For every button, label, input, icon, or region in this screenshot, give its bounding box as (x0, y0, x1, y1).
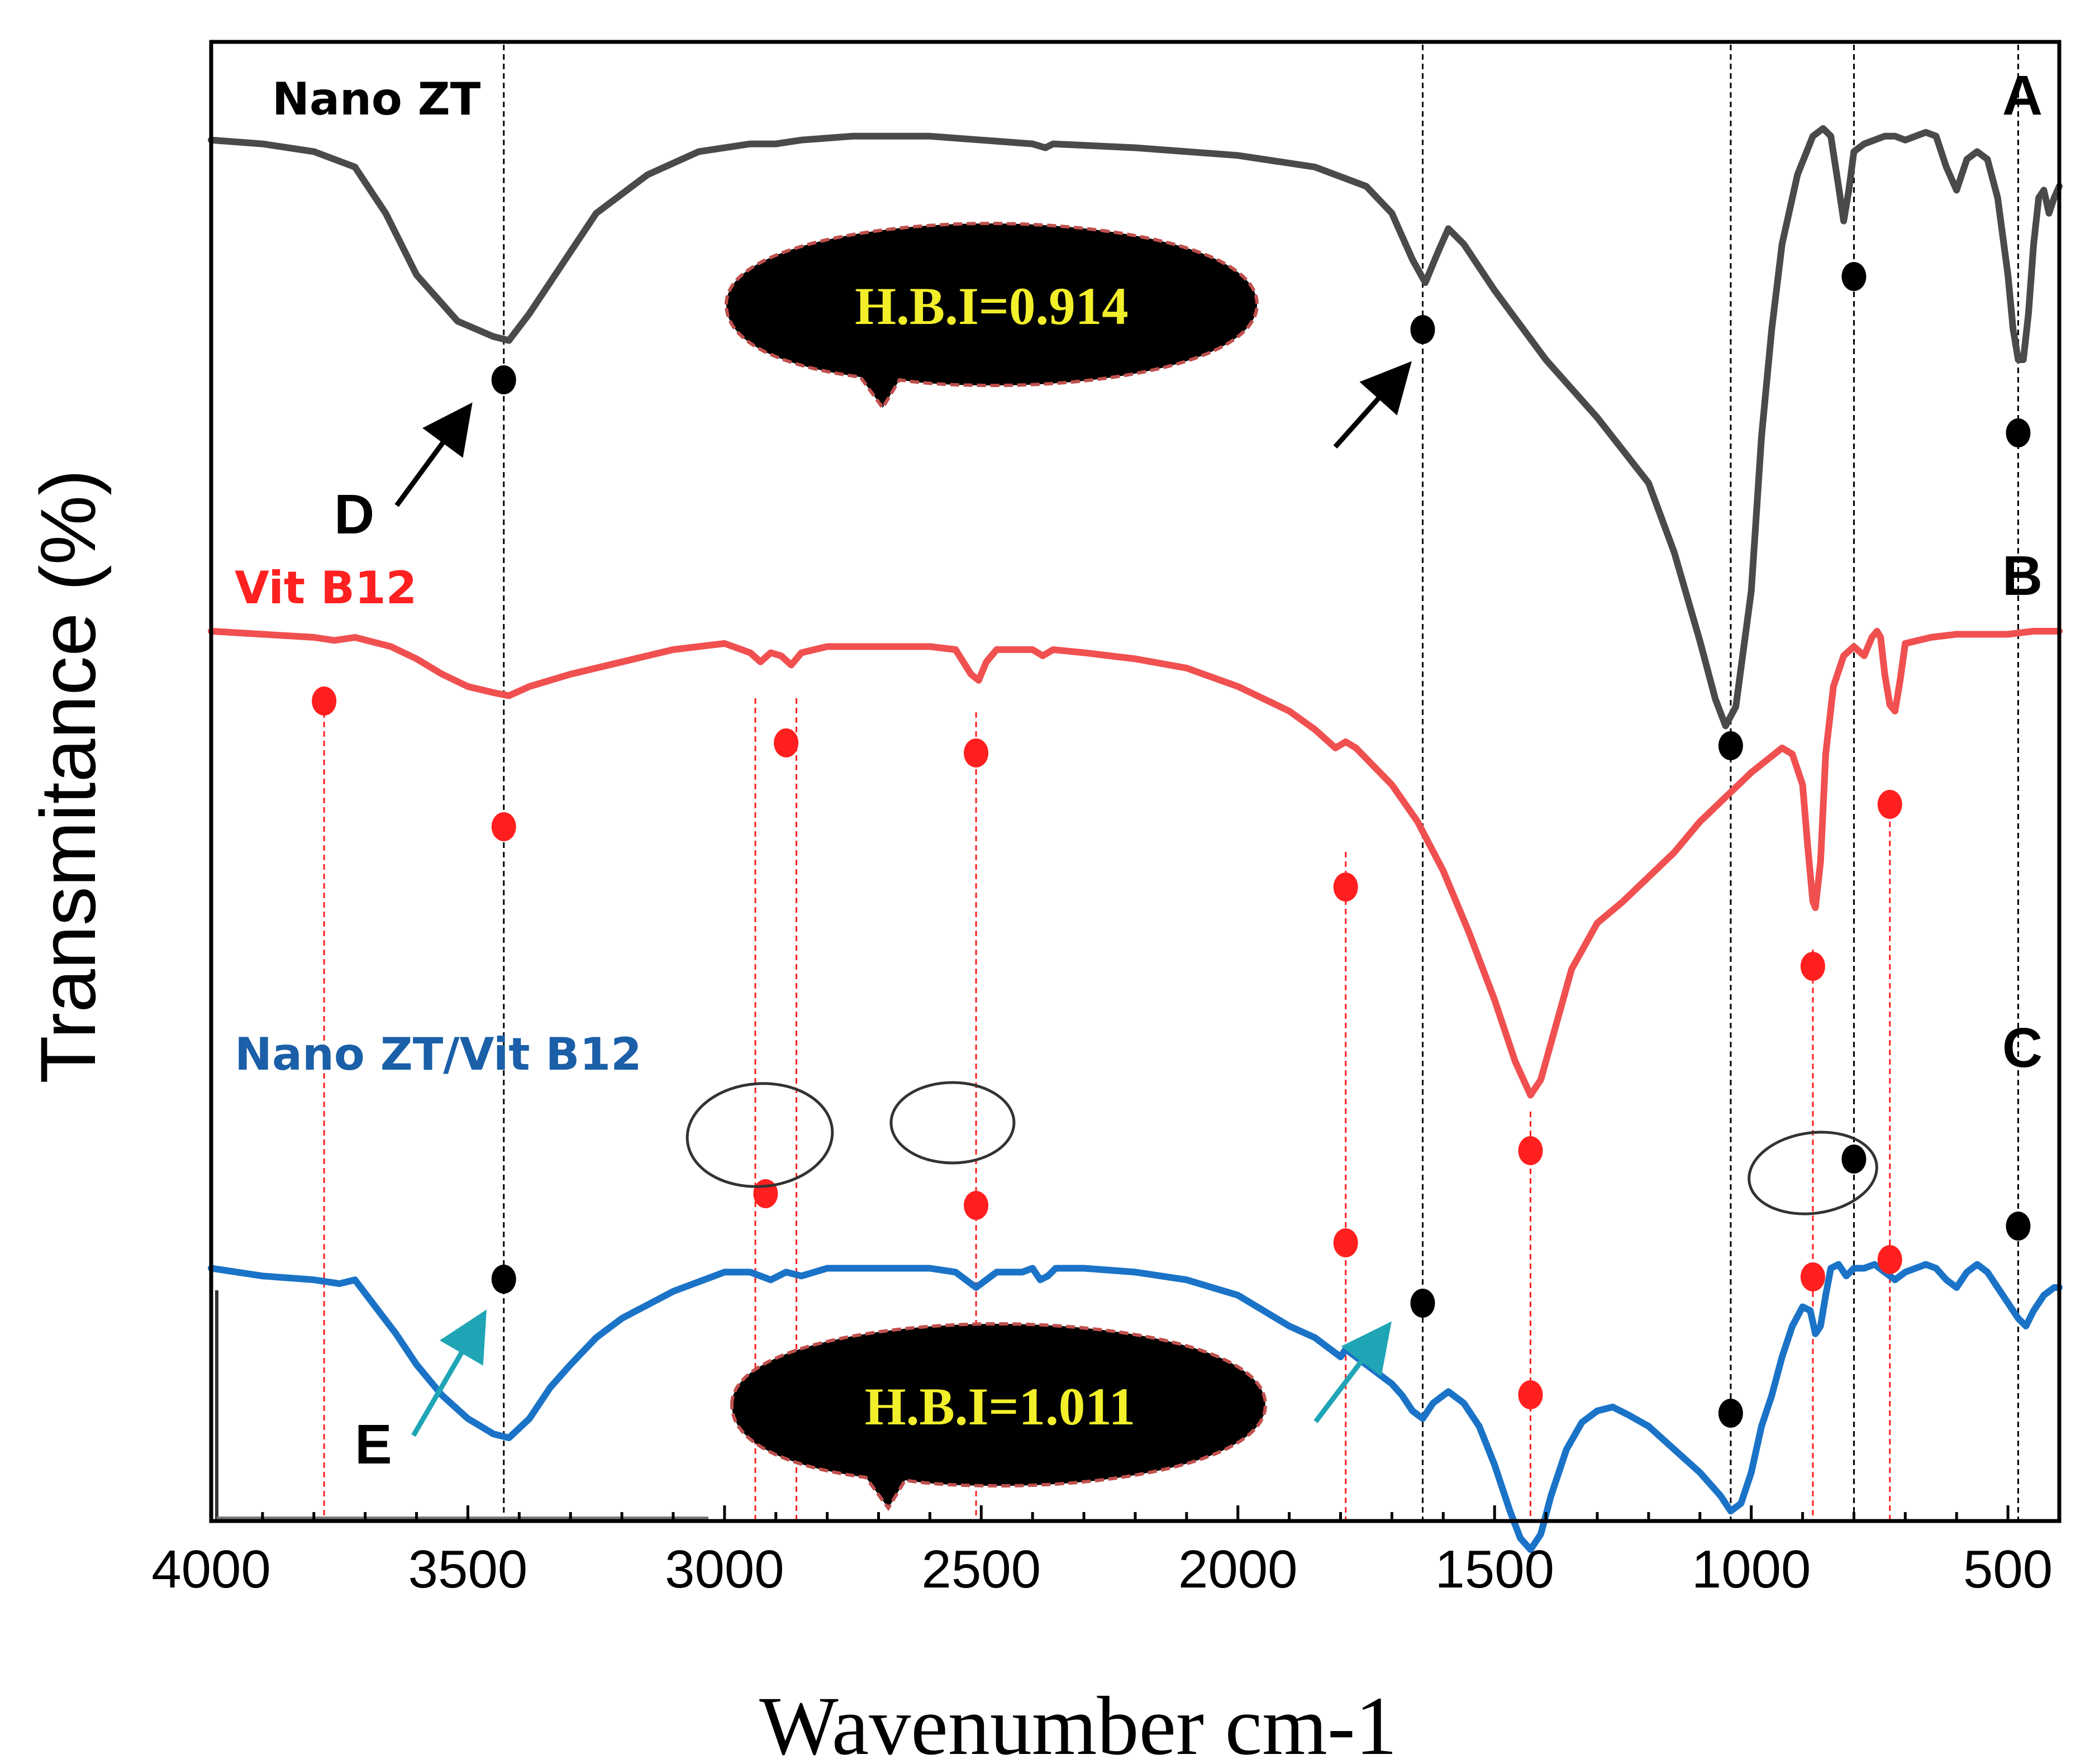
hbi-bubble-top: H.B.I=0.914 (724, 221, 1259, 411)
panel-letter-c: C (2002, 1017, 2043, 1079)
peak-marker-red-730-11 (1877, 790, 1902, 819)
highlight-ellipse-2500 (889, 1081, 1016, 1165)
panel-letter-b: B (2002, 545, 2043, 607)
peak-marker-black-800-2 (1841, 262, 1867, 291)
peak-marker-red-1790-8 (1333, 873, 1358, 902)
x-axis-title: Wavenumber cm-1 (759, 1680, 1397, 1764)
peak-marker-black-480-3 (2006, 418, 2031, 447)
arrow-label-e: E (355, 1413, 392, 1476)
peak-marker-red-880-10 (1800, 952, 1825, 981)
peak-marker-red-2510-13 (964, 1191, 989, 1220)
series-line-nano-zt (208, 125, 2063, 730)
highlight-ellipses (685, 1081, 1878, 1215)
peak-marker-black-1640-17 (1410, 1289, 1435, 1318)
x-tick-label-4000: 4000 (151, 1539, 271, 1599)
arrow-d-3430 (394, 402, 473, 507)
hbi-bottom-text: H.B.I=1.011 (865, 1377, 1135, 1436)
peak-marker-black-1040-9 (1718, 731, 1743, 760)
x-axis-ticks: 4000 3500 3000 2500 2000 1500 1000 500 (151, 1505, 2061, 1599)
peak-marker-red-2880-6 (774, 728, 799, 757)
peak-marker-red-3780-4 (312, 686, 337, 716)
peak-marker-black-3430-16 (491, 1265, 516, 1294)
arrow-e-3430 (411, 1309, 487, 1437)
peak-marker-red-2920-12 (753, 1179, 778, 1208)
peak-marker-red-3430-5 (491, 812, 516, 841)
series-label-nano-zt-vit-b12: Nano ZT/Vit B12 (235, 1028, 642, 1080)
peak-marker-red-880-20 (1800, 1262, 1825, 1291)
x-tick-label-2000: 2000 (1178, 1539, 1298, 1599)
x-tick-label-3500: 3500 (408, 1539, 528, 1599)
x-tick-label-2500: 2500 (922, 1539, 1041, 1599)
peak-marker-red-2510-7 (964, 738, 989, 767)
x-tick-label-1000: 1000 (1692, 1539, 1811, 1599)
peak-marker-red-1790-14 (1333, 1228, 1358, 1257)
arrow-e-1640 (1313, 1321, 1392, 1423)
peak-marker-black-3430-0 (491, 365, 516, 394)
series-line-vit-b12 (208, 628, 2063, 1099)
hbi-bubble-bottom: H.B.I=1.011 (730, 1322, 1268, 1512)
x-tick-label-500: 500 (1963, 1539, 2053, 1599)
peak-marker-red-1430-18 (1518, 1380, 1543, 1409)
arrow-label-d: D (334, 483, 374, 546)
peak-marker-red-730-21 (1877, 1245, 1902, 1274)
y-axis-title: Transmitance (%) (24, 469, 112, 1084)
hbi-top-text: H.B.I=0.914 (855, 276, 1129, 336)
x-tick-label-3000: 3000 (665, 1539, 784, 1599)
highlight-ellipse-2900 (685, 1082, 834, 1188)
panel-letter-a: A (2002, 64, 2043, 127)
arrow-d-1640 (1333, 361, 1412, 449)
series-label-vit-b12: Vit B12 (235, 562, 417, 614)
peak-marker-red-1430-15 (1518, 1136, 1543, 1165)
x-tick-label-1500: 1500 (1435, 1539, 1554, 1599)
series-label-nano-zt: Nano ZT (272, 73, 481, 125)
peak-marker-black-480-23 (2006, 1212, 2031, 1241)
peak-marker-black-1640-1 (1410, 315, 1435, 344)
highlight-ellipse-870 (1748, 1131, 1878, 1215)
peak-marker-black-800-22 (1841, 1145, 1867, 1174)
annotation-arrows: D E (334, 361, 1412, 1476)
peak-markers (312, 262, 2031, 1428)
peak-marker-black-1040-19 (1718, 1399, 1743, 1428)
